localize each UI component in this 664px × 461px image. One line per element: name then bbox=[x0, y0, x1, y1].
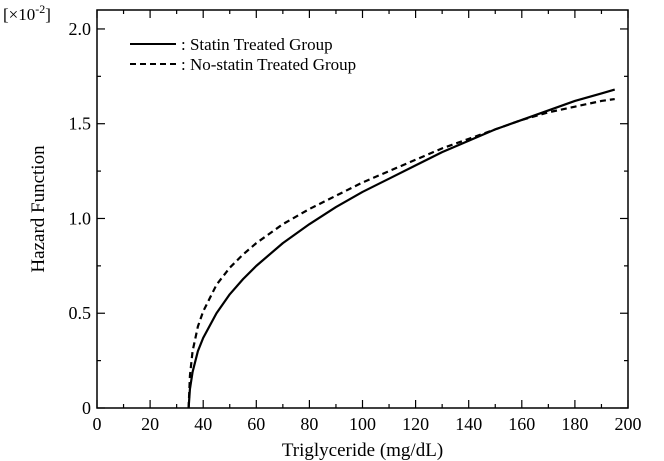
x-tick-label: 200 bbox=[615, 414, 642, 434]
y-tick-label: 0 bbox=[82, 398, 91, 418]
y-tick-label: 2.0 bbox=[69, 19, 92, 39]
legend: : Statin Treated Group : No-statin Treat… bbox=[130, 35, 356, 74]
plot-frame bbox=[96, 9, 629, 409]
y-tick-label: 1.0 bbox=[69, 208, 92, 228]
x-tick-label: 120 bbox=[402, 414, 429, 434]
x-tick-label: 180 bbox=[561, 414, 588, 434]
y-tick-label: 1.5 bbox=[69, 114, 92, 134]
series-line-no-statin bbox=[187, 97, 615, 409]
legend-label-statin: : Statin Treated Group bbox=[181, 35, 333, 54]
legend-label-no-statin: : No-statin Treated Group bbox=[181, 55, 356, 74]
x-tick-label: 40 bbox=[194, 414, 212, 434]
tick-marks bbox=[96, 10, 629, 409]
x-tick-label: 100 bbox=[349, 414, 376, 434]
x-tick-label: 0 bbox=[93, 414, 102, 434]
x-tick-label: 20 bbox=[141, 414, 159, 434]
x-tick-label: 140 bbox=[455, 414, 482, 434]
series-lines bbox=[187, 88, 616, 409]
x-tick-label: 160 bbox=[508, 414, 535, 434]
y-axis-multiplier: [×10-2] bbox=[3, 2, 51, 24]
y-multiplier-base: [×10 bbox=[3, 5, 35, 24]
x-axis-label: Triglyceride (mg/dL) bbox=[282, 440, 443, 461]
x-tick-label: 80 bbox=[300, 414, 318, 434]
y-multiplier-exponent: -2 bbox=[35, 2, 45, 16]
y-axis-label: Hazard Function bbox=[28, 145, 49, 273]
y-tick-label: 0.5 bbox=[69, 303, 92, 323]
series-line-statin bbox=[187, 88, 616, 409]
y-multiplier-close: ] bbox=[45, 5, 51, 24]
tick-labels: 0 20 40 60 80 100 120 140 160 180 200 0 0.5 1.0 1.5 2.0 bbox=[69, 19, 642, 434]
x-tick-label: 60 bbox=[247, 414, 265, 434]
